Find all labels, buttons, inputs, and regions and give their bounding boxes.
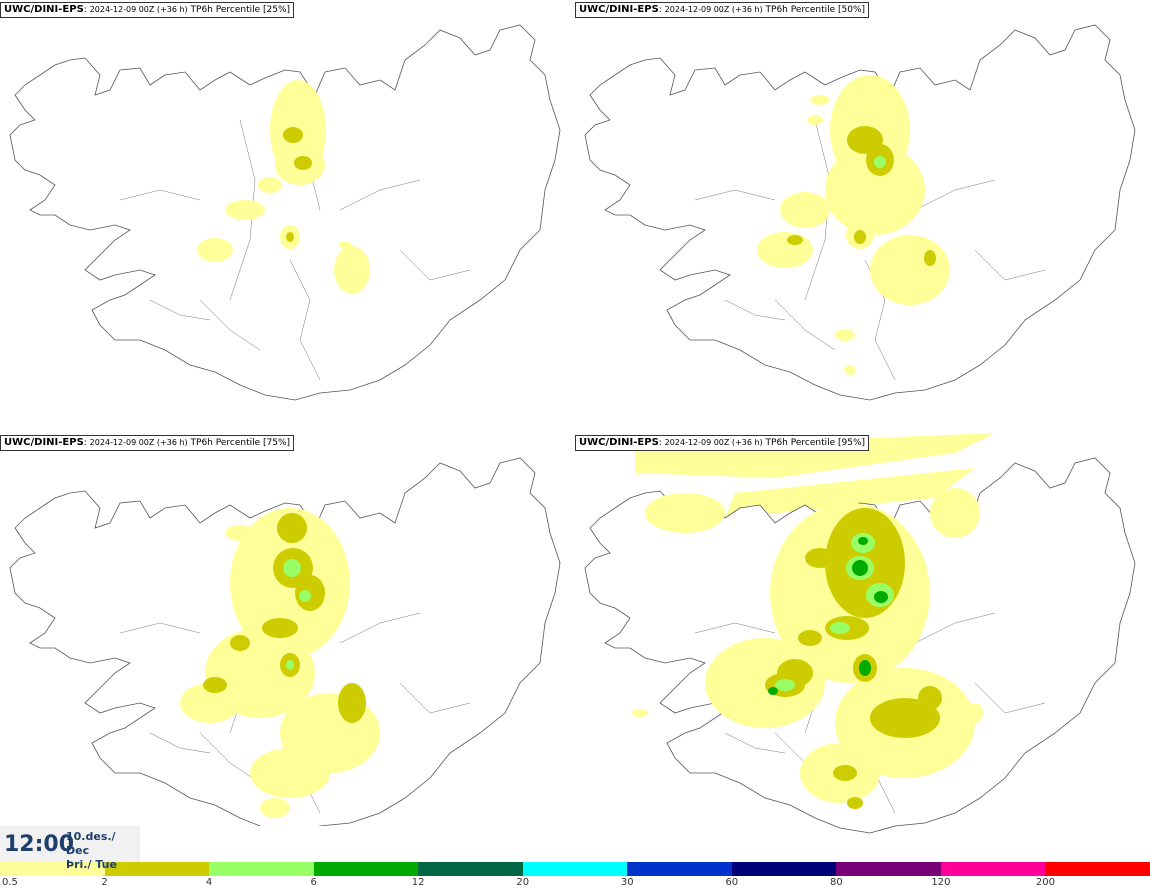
valid-date-line1: 10.des./ Dec (66, 830, 116, 857)
panel-title: UWC/DINI-EPS: 2024-12-09 00Z (+36 h) TP6… (0, 2, 295, 18)
legend-tick-label: 80 (829, 877, 843, 888)
valid-date-line2: Þri./ Tue (66, 858, 117, 871)
legend-tick-label: 4 (205, 877, 213, 888)
legend-swatch (313, 862, 419, 876)
field-label: TP6h Percentile [75%] (190, 438, 291, 448)
legend-tick-label: 2 (101, 877, 108, 888)
legend-tick-label: 0.5 (2, 877, 18, 888)
map-p75 (9, 457, 561, 826)
legend-swatch (940, 862, 1046, 876)
legend-tick-label: 200 (1035, 877, 1055, 888)
valid-time: 12:00 (4, 832, 75, 857)
legend-tick-label: 60 (725, 877, 739, 888)
legend-swatch (209, 862, 314, 876)
legend-tick-label: 30 (620, 877, 634, 888)
valid-time-box: 12:00 10.des./ Dec Þri./ Tue (0, 826, 140, 871)
legend-tick-label: 6 (310, 877, 317, 888)
legend-swatch (836, 862, 941, 876)
legend-swatch (0, 862, 105, 876)
panel-title: UWC/DINI-EPS: 2024-12-09 00Z (+36 h) TP6… (0, 435, 295, 451)
model-name: UWC/DINI-EPS (4, 437, 84, 448)
legend-tick-label: 12 (411, 877, 425, 888)
model-name: UWC/DINI-EPS (579, 4, 659, 15)
precip-band (725, 468, 975, 518)
legend-tick-label: 120 (931, 877, 951, 888)
map-p25 (9, 24, 561, 401)
legend-swatch (418, 862, 523, 876)
map-p95 (584, 433, 1136, 834)
legend-tick-label: 20 (516, 877, 530, 888)
precip-areas (757, 75, 950, 375)
field-label: TP6h Percentile [50%] (765, 5, 866, 15)
map-panel-p75: UWC/DINI-EPS: 2024-12-09 00Z (+36 h) TP6… (0, 433, 570, 863)
field-label: TP6h Percentile [25%] (190, 5, 291, 15)
panel-title: UWC/DINI-EPS: 2024-12-09 00Z (+36 h) TP6… (575, 435, 870, 451)
run-time: 2024-12-09 00Z (+36 h) (89, 5, 188, 14)
run-time: 2024-12-09 00Z (+36 h) (89, 438, 188, 447)
map-panel-p25: UWC/DINI-EPS: 2024-12-09 00Z (+36 h) TP6… (0, 0, 570, 430)
map-p50 (584, 24, 1136, 401)
legend-swatch (522, 862, 628, 876)
panel-title: UWC/DINI-EPS: 2024-12-09 00Z (+36 h) TP6… (575, 2, 870, 18)
valid-date: 10.des./ Dec Þri./ Tue (66, 830, 140, 872)
map-panel-p95: UWC/DINI-EPS: 2024-12-09 00Z (+36 h) TP6… (575, 433, 1145, 863)
legend-swatch (627, 862, 732, 876)
precip-areas (180, 508, 380, 818)
precip-areas (197, 80, 370, 294)
model-name: UWC/DINI-EPS (579, 437, 659, 448)
color-legend: 0.5 2 4 6 12 20 30 60 80 120 200 (0, 862, 1150, 891)
field-label: TP6h Percentile [95%] (765, 438, 866, 448)
legend-color-bar (0, 862, 1150, 876)
legend-swatch (731, 862, 837, 876)
legend-swatch (1045, 862, 1150, 876)
map-panel-p50: UWC/DINI-EPS: 2024-12-09 00Z (+36 h) TP6… (575, 0, 1145, 430)
legend-ticks: 0.5 2 4 6 12 20 30 60 80 120 200 (0, 877, 1150, 891)
run-time: 2024-12-09 00Z (+36 h) (664, 438, 763, 447)
model-name: UWC/DINI-EPS (4, 4, 84, 15)
run-time: 2024-12-09 00Z (+36 h) (664, 5, 763, 14)
legend-swatch (104, 862, 210, 876)
precip-areas (632, 488, 983, 809)
